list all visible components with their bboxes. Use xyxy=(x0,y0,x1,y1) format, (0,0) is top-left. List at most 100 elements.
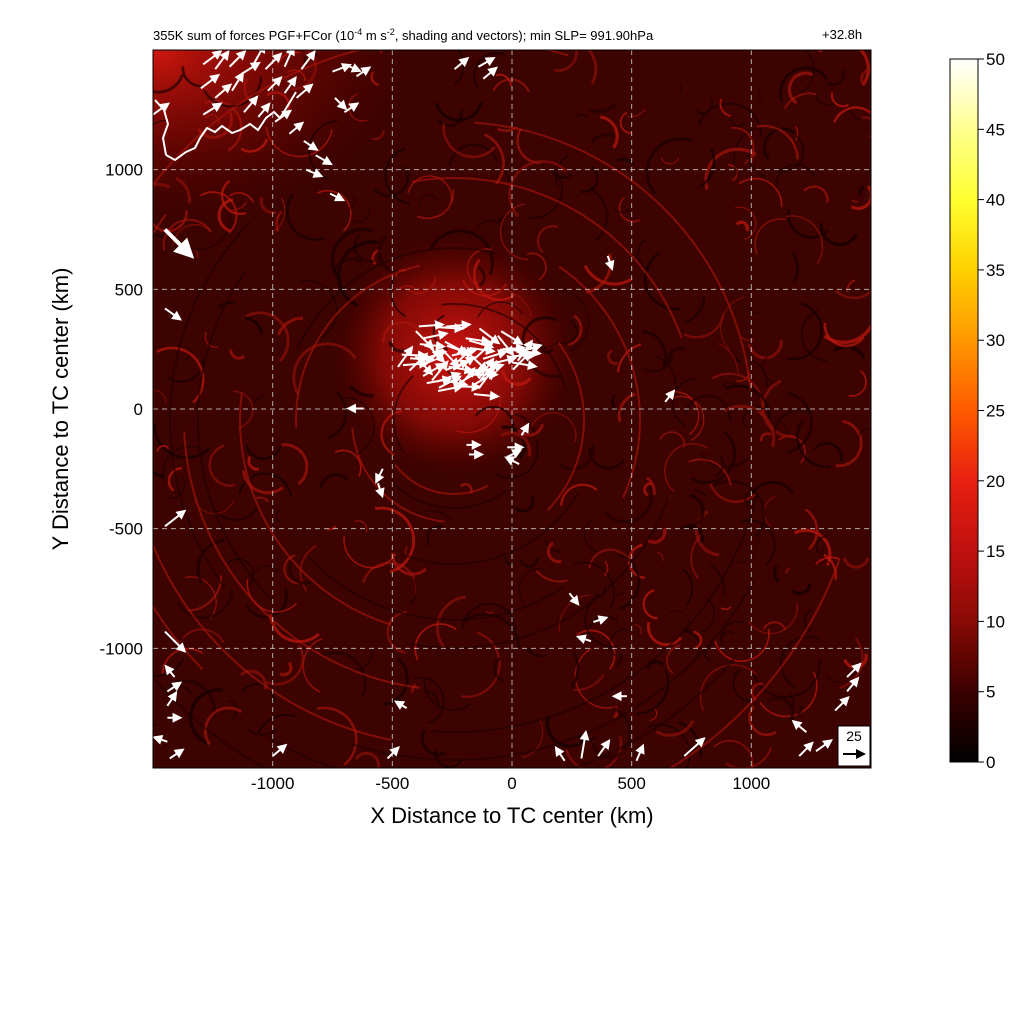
swirl-97 xyxy=(834,289,871,300)
swirl-228 xyxy=(196,538,225,584)
ring-swirl-21 xyxy=(153,213,204,670)
vector-55 xyxy=(798,741,814,757)
swirl-184 xyxy=(738,177,783,208)
swirl-354 xyxy=(721,382,736,388)
vector-12 xyxy=(283,76,297,94)
swirl-206 xyxy=(704,147,757,191)
swirl-84 xyxy=(550,169,573,180)
swirl-75 xyxy=(320,651,367,698)
vector-56 xyxy=(815,739,833,753)
swirl-25 xyxy=(299,544,317,592)
swirl-369 xyxy=(377,235,399,275)
swirl-345 xyxy=(558,443,595,471)
swirl-21 xyxy=(544,539,562,553)
core-vector-31 xyxy=(497,335,515,357)
swirl-19 xyxy=(410,683,418,693)
swirl-57 xyxy=(575,113,589,119)
vector-39 xyxy=(375,482,385,499)
vector-46 xyxy=(568,592,580,606)
swirl-118 xyxy=(229,192,255,203)
swirl-232 xyxy=(265,126,333,158)
swirl-325 xyxy=(521,719,544,758)
swirl-103 xyxy=(193,249,199,259)
colorbar-tick-label-6: 30 xyxy=(986,331,1005,350)
swirl-264 xyxy=(420,729,446,757)
swirl-335 xyxy=(434,101,483,122)
swirl-266 xyxy=(416,189,455,220)
swirl-254 xyxy=(484,133,505,185)
swirl-108 xyxy=(214,506,260,521)
swirl-271 xyxy=(266,644,304,686)
swirl-267 xyxy=(802,608,813,633)
swirl-406 xyxy=(815,46,827,50)
vector-43 xyxy=(506,449,523,459)
y-tick-label-3: 500 xyxy=(115,280,143,299)
swirl-190 xyxy=(334,449,362,477)
swirl-273 xyxy=(477,266,486,287)
swirl-293 xyxy=(227,558,255,586)
swirl-326 xyxy=(785,215,824,265)
swirl-156 xyxy=(318,473,349,490)
vector-10 xyxy=(231,71,245,92)
swirl-48 xyxy=(285,193,325,242)
vector-14 xyxy=(202,102,223,116)
swirl-66 xyxy=(461,602,517,632)
swirl-89 xyxy=(682,598,715,634)
swirl-289 xyxy=(717,342,739,374)
vector-45 xyxy=(519,422,530,436)
swirl-167 xyxy=(773,565,780,583)
swirl-283 xyxy=(208,444,236,487)
swirl-217 xyxy=(690,532,705,580)
vector-59 xyxy=(846,662,862,678)
swirl-404 xyxy=(241,470,284,495)
swirl-405 xyxy=(713,454,725,478)
swirl-380 xyxy=(803,185,829,203)
vector-26 xyxy=(334,97,348,111)
ring-swirl-5 xyxy=(546,342,585,511)
swirl-242 xyxy=(276,316,304,336)
swirl-224 xyxy=(466,248,493,286)
swirl-313 xyxy=(655,720,695,737)
colorbar-tick-label-4: 20 xyxy=(986,472,1005,491)
swirl-126 xyxy=(570,651,580,688)
swirl-123 xyxy=(775,163,816,189)
swirl-367 xyxy=(229,200,248,212)
ring-swirl-16 xyxy=(169,221,251,589)
core-vector-43 xyxy=(515,347,542,358)
vector-33 xyxy=(164,509,187,528)
swirl-297 xyxy=(758,89,765,105)
swirl-132 xyxy=(637,238,650,272)
swirl-72 xyxy=(423,679,471,711)
swirl-221 xyxy=(799,50,815,94)
swirl-195 xyxy=(418,193,438,207)
colorbar xyxy=(949,58,979,763)
swirl-141 xyxy=(683,628,701,658)
colorbar-tick-label-2: 10 xyxy=(986,612,1005,631)
swirl-30 xyxy=(448,143,499,167)
swirl-163 xyxy=(233,390,254,429)
swirl-112 xyxy=(619,111,632,135)
swirl-373 xyxy=(530,412,577,443)
swirl-400 xyxy=(414,623,457,661)
swirl-208 xyxy=(407,175,453,203)
vector-34 xyxy=(164,630,187,653)
swirl-346 xyxy=(269,614,321,644)
swirl-300 xyxy=(473,51,506,89)
swirl-99 xyxy=(704,644,715,663)
swirl-355 xyxy=(741,336,755,341)
reference-vector-label: 25 xyxy=(846,728,862,744)
swirl-2 xyxy=(734,206,757,240)
swirl-202 xyxy=(693,630,703,649)
vector-20 xyxy=(315,154,333,166)
vector-68 xyxy=(393,700,408,710)
swirl-258 xyxy=(744,490,753,509)
vector-63 xyxy=(166,690,178,707)
vector-29 xyxy=(477,56,496,68)
vector-2 xyxy=(228,50,247,68)
swirl-350 xyxy=(255,496,270,503)
swirl-344 xyxy=(617,392,636,423)
swirl-119 xyxy=(682,569,693,605)
colorbar-tick-label-1: 5 xyxy=(986,683,995,702)
swirl-374 xyxy=(162,218,212,251)
swirl-111 xyxy=(640,350,674,373)
